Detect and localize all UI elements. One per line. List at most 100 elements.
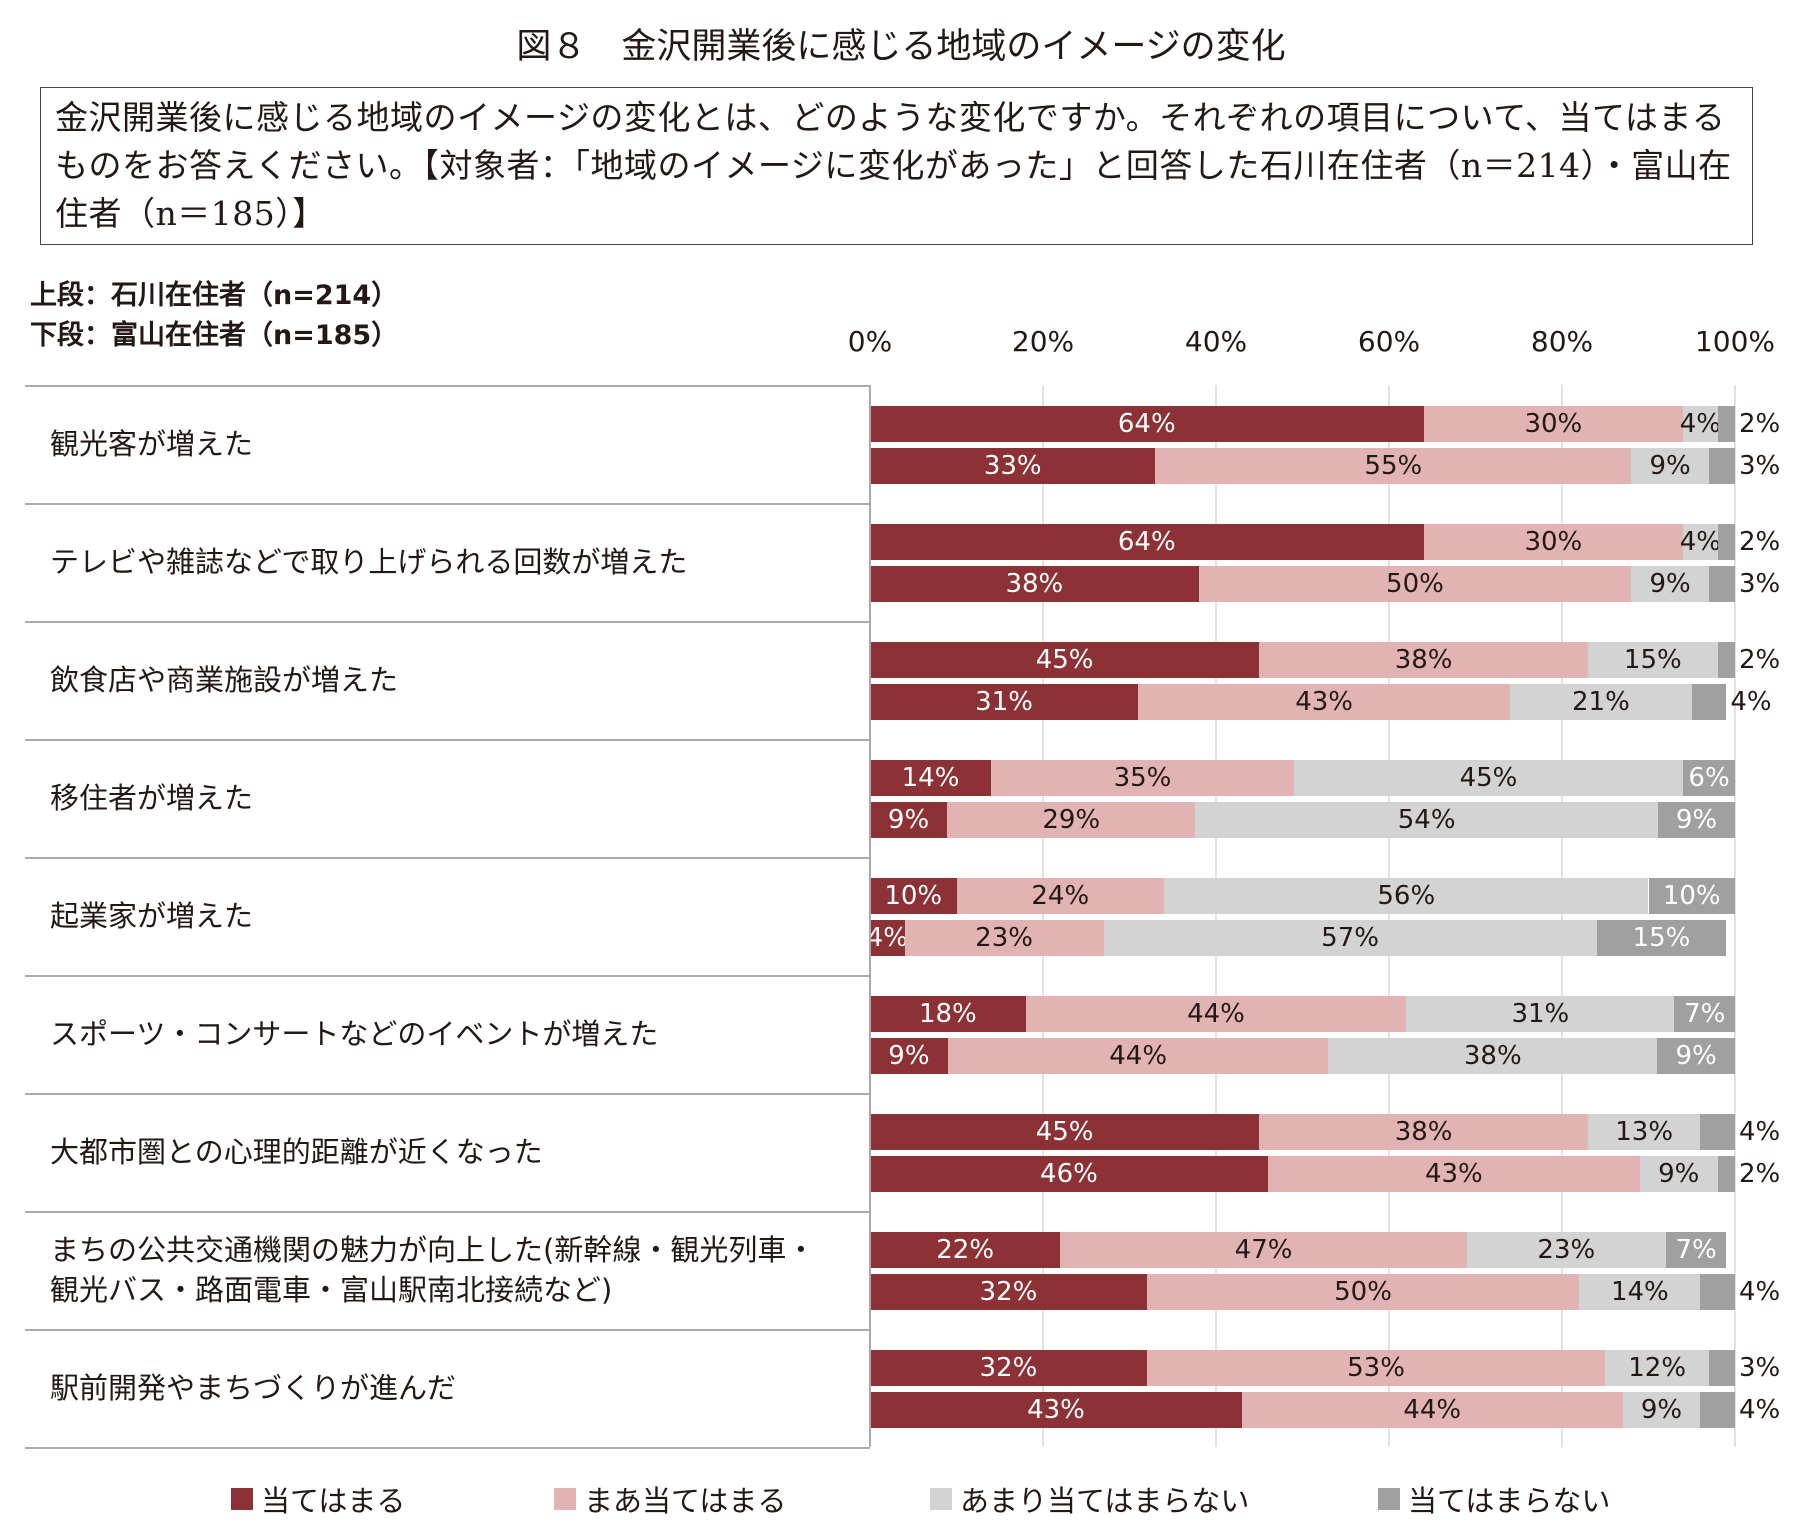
data-label: 45%	[1035, 1117, 1094, 1147]
row-divider	[25, 1447, 870, 1449]
x-tick-label: 0%	[847, 325, 893, 358]
bar-segment: 30%	[1423, 406, 1684, 442]
bar-segment: 55%	[1155, 448, 1632, 484]
data-label: 38%	[1463, 1041, 1522, 1071]
bar-segment: 32%	[870, 1274, 1147, 1310]
x-tick-label: 100%	[1694, 325, 1776, 358]
data-label: 21%	[1572, 687, 1630, 717]
row-divider	[25, 739, 870, 741]
data-label: 3%	[1738, 451, 1781, 481]
data-label: 56%	[1377, 881, 1436, 911]
bar-segment: 43%	[1267, 1156, 1640, 1192]
legend-label: 当てはまらない	[1408, 1484, 1611, 1518]
x-tick-label: 60%	[1357, 325, 1421, 358]
data-label: 2%	[1738, 1159, 1781, 1189]
legend-label: まあ当てはまる	[584, 1484, 787, 1518]
data-label: 4%	[1738, 1395, 1781, 1425]
row-divider	[25, 503, 870, 505]
bar-segment: 32%	[870, 1350, 1147, 1386]
data-label: 3%	[1738, 1353, 1781, 1383]
bar-segment: 7%	[1674, 996, 1735, 1032]
group-label-upper: 上段：石川在住者（n=214）	[30, 280, 399, 311]
data-label: 9%	[887, 805, 930, 835]
data-label: 46%	[1040, 1159, 1098, 1189]
bar-segment: 21%	[1510, 684, 1692, 720]
legend-item-not: 当てはまらない	[1378, 1478, 1610, 1520]
data-label: 32%	[979, 1277, 1038, 1307]
bar-segment: 64%	[870, 406, 1424, 442]
bar-segment: 53%	[1146, 1350, 1606, 1386]
bar-segment: 9%	[1639, 1156, 1718, 1192]
row-divider	[25, 975, 870, 977]
data-label: 43%	[1424, 1159, 1483, 1189]
row-label: 観光客が増えた	[50, 427, 254, 461]
data-label: 14%	[901, 763, 960, 793]
bar-segment: 38%	[1259, 642, 1588, 678]
data-label: 55%	[1364, 451, 1423, 481]
bar-segment: 9%	[1631, 566, 1710, 602]
data-label: 43%	[1295, 687, 1353, 717]
data-label: 4%	[1679, 409, 1722, 439]
bar-segment: 31%	[870, 684, 1139, 720]
legend-label: あまり当てはまらない	[960, 1484, 1250, 1518]
bar-segment: 54%	[1195, 802, 1658, 838]
data-label: 33%	[983, 451, 1042, 481]
bar-segment: 29%	[947, 802, 1196, 838]
bar-segment: 44%	[1025, 996, 1407, 1032]
bar-segment: 22%	[870, 1232, 1061, 1268]
legend-item-somewhat: まあ当てはまる	[554, 1478, 786, 1520]
data-label: 7%	[1684, 999, 1726, 1029]
data-label: 43%	[1027, 1395, 1085, 1425]
legend-swatch	[554, 1488, 576, 1510]
bar-segment: 3%	[1709, 566, 1780, 602]
data-label: 9%	[1640, 1395, 1683, 1425]
bar-segment: 3%	[1709, 1350, 1780, 1386]
data-label: 9%	[1649, 569, 1691, 599]
bar-segment: 9%	[1631, 448, 1710, 484]
data-label: 4%	[1738, 1277, 1781, 1307]
data-label: 53%	[1347, 1353, 1405, 1383]
data-label: 18%	[918, 999, 977, 1029]
data-label: 45%	[1035, 645, 1094, 675]
legend-item-agree: 当てはまる	[231, 1478, 405, 1520]
data-label: 4%	[1738, 1117, 1781, 1147]
row-divider	[25, 385, 870, 387]
bar-segment: 43%	[870, 1392, 1242, 1428]
data-label: 29%	[1042, 805, 1101, 835]
data-label: 57%	[1321, 923, 1379, 953]
data-label: 9%	[1658, 1159, 1700, 1189]
data-label: 38%	[1394, 1117, 1453, 1147]
data-label: 38%	[1394, 645, 1453, 675]
bar-segment: 4%	[866, 920, 908, 956]
row-divider	[25, 1211, 870, 1213]
chart-title: 図８ 金沢開業後に感じる地域のイメージの変化	[516, 27, 1286, 67]
data-label: 4%	[866, 923, 908, 953]
legend-item-not-much: あまり当てはまらない	[930, 1478, 1249, 1520]
data-label: 64%	[1117, 527, 1176, 557]
bar-segment: 30%	[1423, 524, 1684, 560]
bar-segment: 9%	[1622, 1392, 1701, 1428]
data-label: 15%	[1632, 923, 1691, 953]
data-label: 6%	[1688, 763, 1730, 793]
data-label: 23%	[975, 923, 1033, 953]
bar-segment: 2%	[1717, 1156, 1780, 1192]
bar-segment: 4%	[1680, 524, 1721, 560]
bar-segment: 15%	[1596, 920, 1727, 956]
bar-segment: 38%	[1259, 1114, 1588, 1150]
legend-swatch	[930, 1488, 952, 1510]
bar-segment: 4%	[1679, 406, 1722, 442]
bar-segment: 45%	[1293, 760, 1684, 796]
bar-segment: 23%	[904, 920, 1104, 956]
data-label: 38%	[1005, 569, 1064, 599]
bar-segment: 33%	[870, 448, 1156, 484]
bar-segment: 45%	[870, 642, 1260, 678]
row-label: 大都市圏との心理的距離が近くなった	[50, 1135, 543, 1169]
bar-segment: 24%	[956, 878, 1165, 914]
y-axis-line	[869, 385, 871, 1447]
bar-segment: 9%	[870, 802, 948, 838]
data-label: 30%	[1524, 409, 1583, 439]
data-label: 23%	[1537, 1235, 1596, 1265]
data-label: 50%	[1334, 1277, 1392, 1307]
bar-segment: 57%	[1103, 920, 1597, 956]
data-label: 44%	[1109, 1041, 1168, 1071]
